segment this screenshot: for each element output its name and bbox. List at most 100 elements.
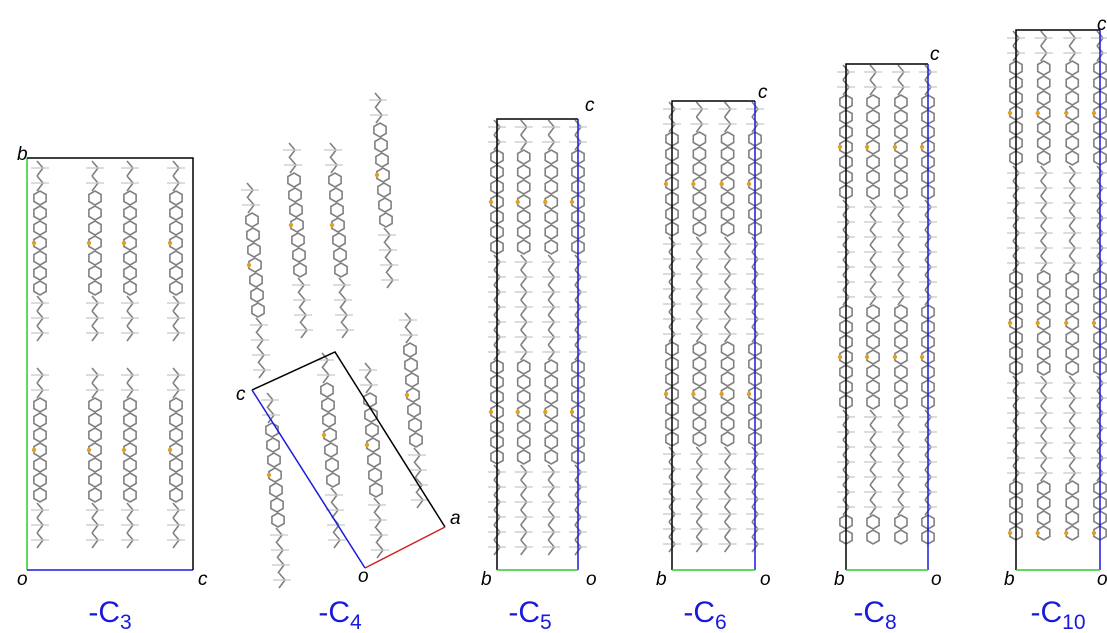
ring bbox=[268, 453, 280, 467]
ring bbox=[722, 192, 734, 206]
ring bbox=[322, 398, 334, 412]
ring bbox=[124, 428, 136, 442]
sulfur bbox=[87, 241, 91, 245]
label-text: -C bbox=[88, 596, 120, 629]
axis-label: c bbox=[1097, 14, 1107, 35]
sulfur bbox=[405, 393, 409, 397]
ring bbox=[170, 458, 182, 472]
cell-edge bbox=[27, 158, 193, 570]
axis-label: o bbox=[17, 569, 28, 590]
ring bbox=[124, 488, 136, 502]
sulfur bbox=[87, 448, 91, 452]
ring bbox=[545, 435, 557, 449]
cell-edge bbox=[365, 527, 445, 568]
ring bbox=[693, 222, 705, 236]
axis-label: c bbox=[585, 95, 595, 116]
ring bbox=[34, 398, 46, 412]
ring bbox=[545, 225, 557, 239]
ring bbox=[895, 155, 907, 169]
ring bbox=[1038, 76, 1050, 90]
ring bbox=[330, 188, 342, 202]
molecule bbox=[261, 393, 291, 588]
ring bbox=[170, 398, 182, 412]
sulfur bbox=[691, 182, 695, 186]
sulfur bbox=[516, 410, 520, 414]
ring bbox=[867, 170, 879, 184]
molecule bbox=[167, 161, 185, 341]
ring bbox=[545, 180, 557, 194]
ring bbox=[867, 95, 879, 109]
ring bbox=[1038, 61, 1050, 75]
sulfur bbox=[1064, 111, 1068, 115]
ring bbox=[1066, 301, 1078, 315]
ring bbox=[693, 207, 705, 221]
molecule bbox=[86, 368, 104, 548]
ring bbox=[693, 372, 705, 386]
sulfur bbox=[1092, 321, 1096, 325]
ring bbox=[89, 251, 101, 265]
molecule bbox=[1091, 31, 1107, 540]
axis-label: c bbox=[236, 384, 246, 405]
ring bbox=[170, 266, 182, 280]
ring bbox=[124, 221, 136, 235]
molecule bbox=[542, 120, 560, 555]
ring bbox=[326, 458, 338, 472]
ring bbox=[867, 395, 879, 409]
axis-label: o bbox=[931, 569, 942, 590]
ring bbox=[170, 221, 182, 235]
sulfur bbox=[247, 263, 251, 267]
ring bbox=[34, 251, 46, 265]
cell-edge bbox=[497, 119, 578, 570]
ring bbox=[124, 191, 136, 205]
sulfur bbox=[1092, 531, 1096, 535]
sulfur bbox=[32, 448, 36, 452]
ring bbox=[34, 488, 46, 502]
ring bbox=[693, 342, 705, 356]
ring bbox=[248, 243, 260, 257]
ring bbox=[409, 418, 421, 432]
ring bbox=[34, 266, 46, 280]
ring bbox=[170, 281, 182, 295]
ring bbox=[170, 206, 182, 220]
sulfur bbox=[122, 241, 126, 245]
ring bbox=[895, 365, 907, 379]
ring bbox=[124, 458, 136, 472]
ring bbox=[124, 281, 136, 295]
ring bbox=[693, 357, 705, 371]
ring bbox=[370, 483, 382, 497]
molecule bbox=[316, 353, 346, 548]
ring bbox=[867, 320, 879, 334]
ring bbox=[34, 413, 46, 427]
sulfur bbox=[865, 145, 869, 149]
axis-label: b bbox=[1004, 569, 1015, 590]
ring bbox=[867, 155, 879, 169]
molecule bbox=[31, 368, 49, 548]
ring bbox=[89, 221, 101, 235]
ring bbox=[545, 150, 557, 164]
ring bbox=[518, 165, 530, 179]
ring bbox=[867, 365, 879, 379]
ring bbox=[124, 413, 136, 427]
label-text: -C bbox=[318, 596, 350, 629]
ring bbox=[1038, 91, 1050, 105]
sulfur bbox=[543, 410, 547, 414]
sulfur bbox=[1064, 531, 1068, 535]
ring bbox=[124, 266, 136, 280]
ring bbox=[722, 207, 734, 221]
sulfur bbox=[865, 355, 869, 359]
sulfur bbox=[32, 241, 36, 245]
sulfur bbox=[330, 223, 334, 227]
axis-label: b bbox=[834, 569, 845, 590]
ring bbox=[518, 435, 530, 449]
ring bbox=[34, 221, 46, 235]
ring bbox=[1038, 481, 1050, 495]
sulfur bbox=[920, 145, 924, 149]
sulfur bbox=[838, 355, 842, 359]
sulfur bbox=[838, 145, 842, 149]
ring bbox=[329, 173, 341, 187]
ring bbox=[290, 203, 302, 217]
ring bbox=[1066, 151, 1078, 165]
ring bbox=[545, 420, 557, 434]
ring bbox=[1066, 271, 1078, 285]
ring bbox=[124, 473, 136, 487]
